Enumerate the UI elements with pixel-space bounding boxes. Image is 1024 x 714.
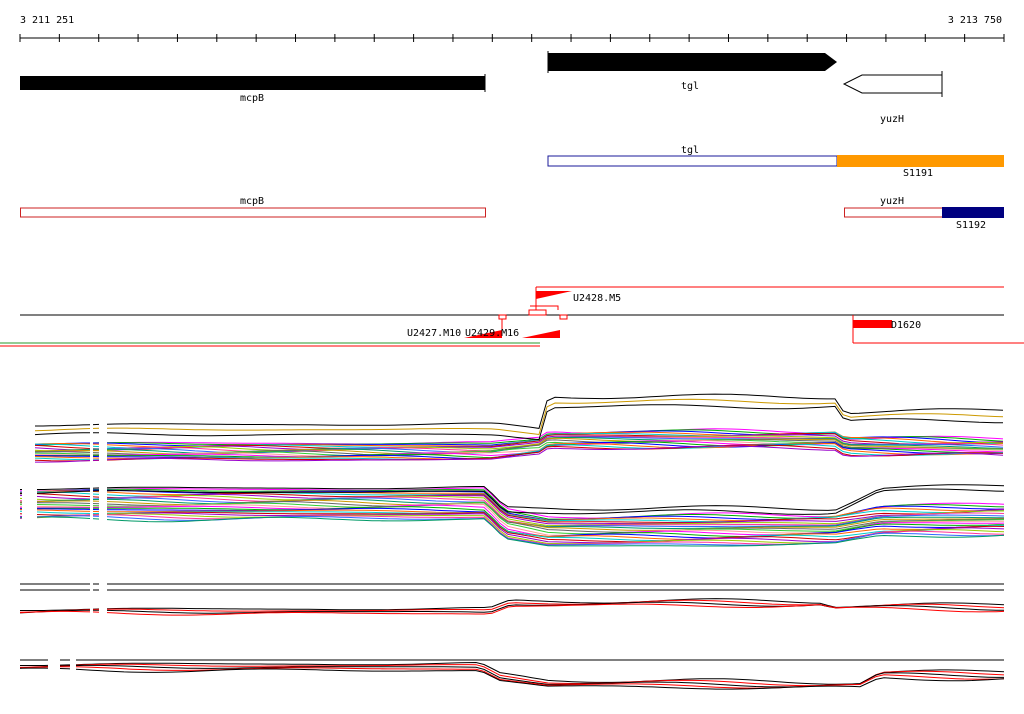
- profile-gap: [90, 378, 93, 478]
- expression-profile-line: [35, 445, 1004, 463]
- profile-gap: [90, 575, 93, 625]
- marker-box-right: [559, 314, 568, 320]
- transcript-S1192-label: S1192: [956, 220, 986, 231]
- profile-gap: [22, 480, 37, 535]
- expression-profile-line: [19, 664, 1004, 688]
- gene-track: mcpB tgl yuzH: [20, 51, 943, 125]
- transcript-mcpB-label: mcpB: [240, 196, 264, 207]
- gene-tgl-label: tgl: [681, 81, 699, 92]
- gene-tgl-arrow[interactable]: [548, 53, 837, 71]
- expression-panel-1-lines: [34, 393, 1004, 463]
- ruler-ticks: [19, 34, 1005, 42]
- transcript-yuzH-label: yuzH: [880, 196, 904, 207]
- expression-profile-line: [34, 398, 1004, 436]
- expression-profile-line: [19, 666, 1005, 689]
- expression-profile-line: [34, 404, 1003, 441]
- ruler-end-label: 3 213 750: [948, 15, 1002, 26]
- transcript-mcpB[interactable]: [20, 207, 486, 218]
- expression-profile-line: [19, 511, 1005, 543]
- marker-box-left: [498, 314, 507, 320]
- gene-mcpB[interactable]: [20, 76, 485, 90]
- expression-profile-line: [19, 603, 1005, 616]
- feature-track: U2428.M5 U2427.M10 U2429.M16 D1620: [0, 286, 1024, 347]
- expression-profile-line: [34, 444, 1004, 462]
- expression-panel-2-lines: [19, 484, 1005, 547]
- expression-profile-line: [35, 393, 1004, 429]
- expression-profile-line: [19, 516, 1005, 547]
- transcript-yuzH[interactable]: [844, 207, 943, 218]
- marker-U2429-M16[interactable]: [522, 330, 560, 338]
- gene-yuzH-arrow[interactable]: [842, 74, 943, 94]
- coordinate-ruler: 3 211 251 3 213 750: [19, 15, 1005, 42]
- expression-panel-4-lines: [19, 659, 1005, 690]
- expression-panel-4: [19, 659, 1005, 690]
- transcript-tgl[interactable]: [547, 155, 838, 167]
- ruler-start-label: 3 211 251: [20, 15, 74, 26]
- expression-panel-1: [34, 393, 1004, 463]
- expression-profile-line: [20, 484, 1005, 511]
- expression-profile-line: [34, 435, 1004, 452]
- marker-connector-upper: [530, 305, 559, 310]
- expression-profile-line: [19, 488, 1005, 515]
- marker-D1620[interactable]: [853, 320, 892, 328]
- gene-yuzH-label: yuzH: [880, 114, 904, 125]
- expression-panel-2: [19, 484, 1005, 547]
- transcript-S1191-label: S1191: [903, 168, 933, 179]
- profile-gap: [70, 655, 76, 690]
- marker-U2428-M5-label: U2428.M5: [573, 293, 621, 304]
- profile-gap: [90, 480, 93, 535]
- transcript-tgl-label: tgl: [681, 145, 699, 156]
- transcript-S1192[interactable]: [942, 207, 1004, 218]
- marker-U2429-M16-label: U2429.M16: [465, 328, 519, 339]
- marker-D1620-label: D1620: [891, 320, 921, 331]
- expression-panel-3: [19, 583, 1005, 616]
- expression-profile-line: [19, 494, 1004, 527]
- profile-gap-masks: [22, 378, 107, 690]
- profile-gap: [99, 378, 107, 478]
- transcript-track: tgl S1191 mcpB yuzH S1192: [20, 145, 1004, 231]
- marker-U2427-M10[interactable]: [464, 330, 502, 338]
- expression-profile-line: [19, 667, 1005, 690]
- gene-mcpB-label: mcpB: [240, 93, 264, 104]
- profile-gap: [99, 480, 107, 535]
- profile-gap: [48, 655, 60, 690]
- marker-U2428-M5[interactable]: [536, 291, 572, 299]
- profile-gap: [99, 575, 107, 625]
- expression-profile-line: [20, 598, 1005, 611]
- transcript-S1191[interactable]: [837, 155, 1004, 167]
- marker-U2427-M10-label: U2427.M10: [407, 328, 461, 339]
- marker-box-center: [528, 309, 547, 316]
- expression-profile-line: [34, 429, 1004, 446]
- expression-panel-3-lines: [19, 583, 1005, 616]
- profile-gap: [22, 378, 35, 478]
